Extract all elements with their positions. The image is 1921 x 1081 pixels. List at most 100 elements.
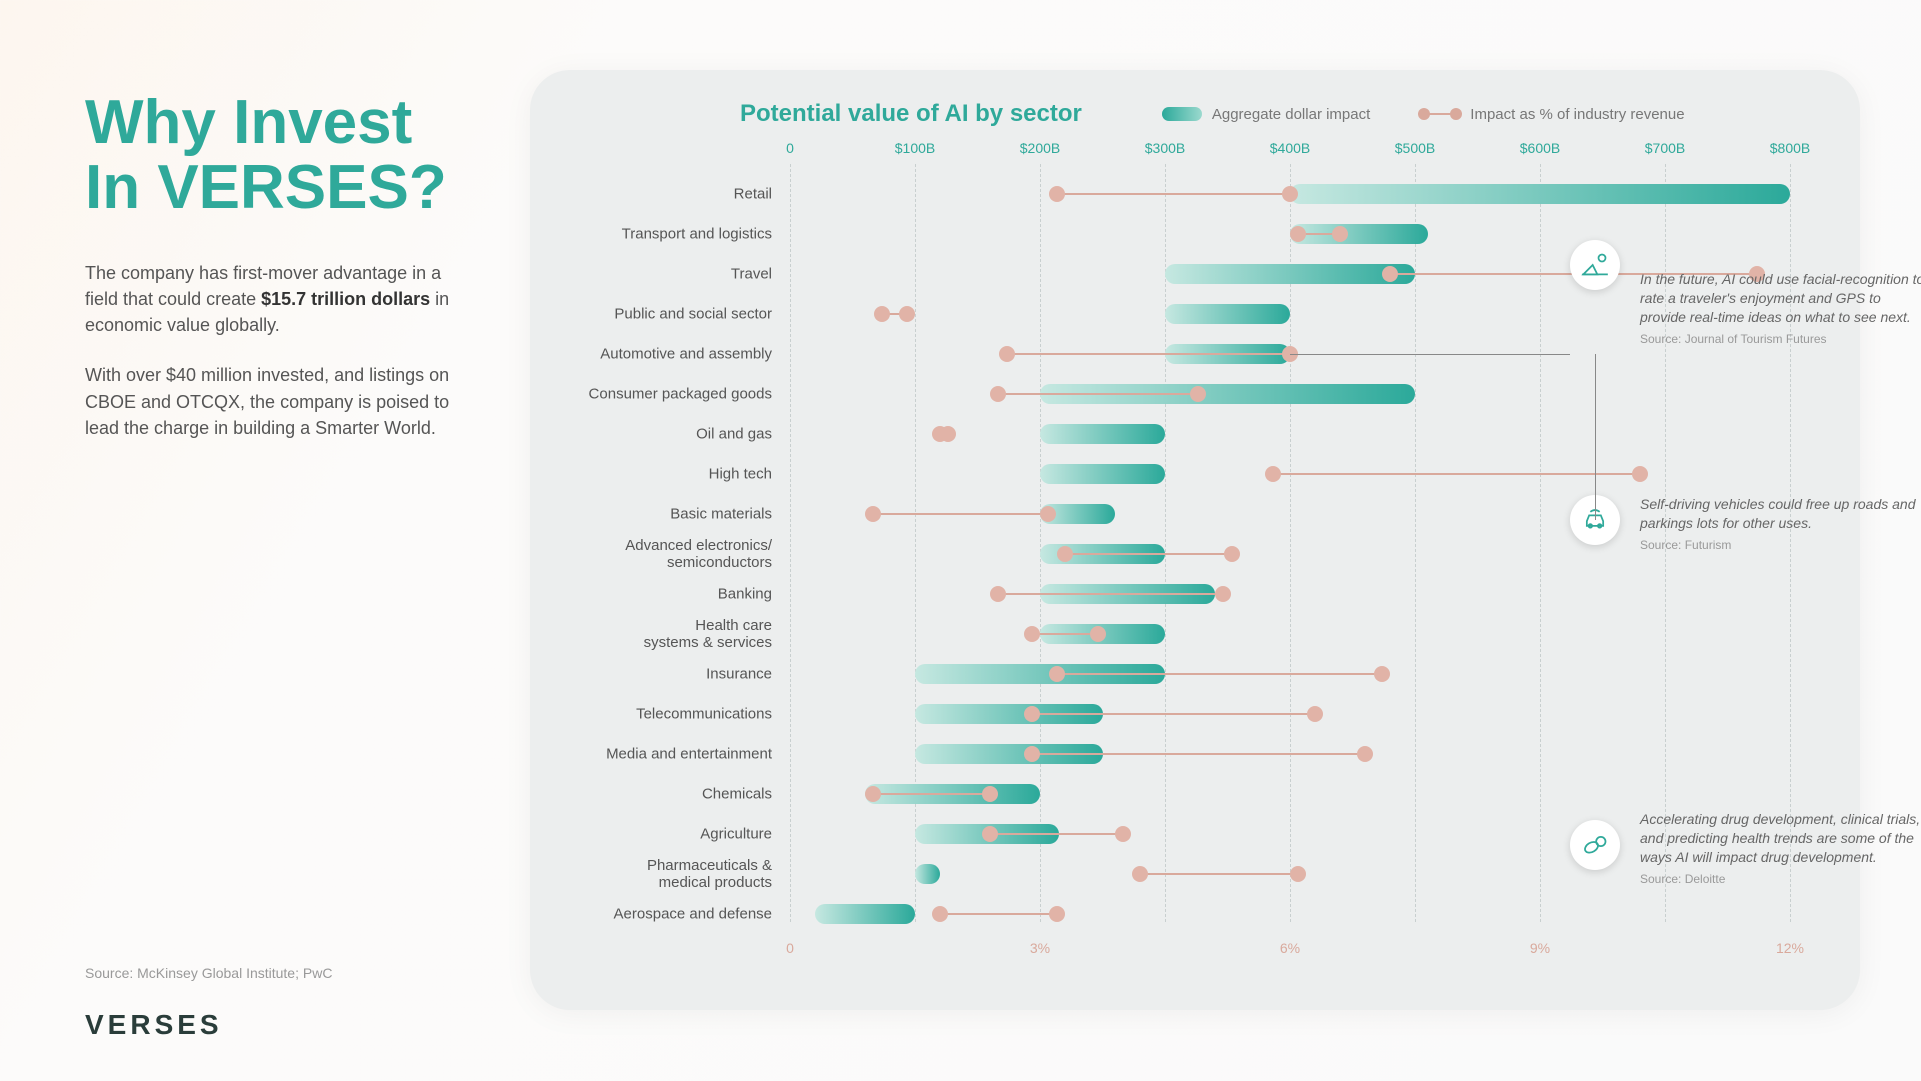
pct-dot-lo [865, 506, 881, 522]
chart-row: Media and entertainment [790, 734, 1790, 774]
pct-line [1065, 553, 1232, 555]
bottom-source: Source: McKinsey Global Institute; PwC [85, 965, 332, 981]
pct-line [873, 513, 1048, 515]
intro-para-2: With over $40 million invested, and list… [85, 362, 475, 440]
top-axis-tick: $600B [1520, 140, 1560, 156]
pct-dot-hi [1115, 826, 1131, 842]
callout-car-text: Self-driving vehicles could free up road… [1640, 495, 1921, 533]
top-axis-tick: $400B [1270, 140, 1310, 156]
pct-dot-lo [865, 786, 881, 802]
pct-line [1007, 353, 1290, 355]
dollar-bar [1165, 264, 1415, 284]
callout-travel: In the future, AI could use facial-recog… [1640, 270, 1921, 347]
pct-line [940, 913, 1057, 915]
chart-plot: 0$100B$200B$300B$400B$500B$600B$700B$800… [790, 140, 1790, 960]
chart-row: Oil and gas [790, 414, 1790, 454]
dollar-bar [1040, 424, 1165, 444]
pct-dot-hi [1374, 666, 1390, 682]
pct-dot-lo [874, 306, 890, 322]
pct-dot-lo [1049, 186, 1065, 202]
chart-card: Potential value of AI by sector Aggregat… [530, 70, 1860, 1010]
pct-dot-lo [1290, 226, 1306, 242]
pct-dot-lo [1132, 866, 1148, 882]
row-label: Travel [572, 265, 772, 282]
bottom-axis-tick: 6% [1280, 940, 1300, 956]
intro-para-1: The company has first-mover advantage in… [85, 260, 475, 338]
pct-dot-hi [1307, 706, 1323, 722]
row-label: Advanced electronics/semiconductors [572, 537, 772, 572]
pct-dot-lo [1024, 746, 1040, 762]
pct-dot-lo [982, 826, 998, 842]
row-label: Consumer packaged goods [572, 385, 772, 402]
top-axis-tick: $700B [1645, 140, 1685, 156]
row-label: Telecommunications [572, 705, 772, 722]
dollar-bar [1165, 304, 1290, 324]
pct-dot-lo [1024, 706, 1040, 722]
top-axis-tick: $500B [1395, 140, 1435, 156]
dollar-bar [1290, 184, 1790, 204]
pct-dot-hi [1224, 546, 1240, 562]
row-label: Oil and gas [572, 425, 772, 442]
top-axis-tick: $800B [1770, 140, 1810, 156]
pct-line [1057, 673, 1382, 675]
bottom-axis-tick: 12% [1776, 940, 1804, 956]
callout-pill-src: Source: Deloitte [1640, 871, 1921, 887]
para1-bold: $15.7 trillion dollars [261, 289, 430, 309]
pct-line [873, 793, 990, 795]
legend-dollar: Aggregate dollar impact [1162, 106, 1370, 123]
top-axis-tick: $100B [895, 140, 935, 156]
legend-pct: Impact as % of industry revenue [1420, 106, 1684, 123]
chart-row: Consumer packaged goods [790, 374, 1790, 414]
pct-dot-hi [1282, 186, 1298, 202]
pct-line [1273, 473, 1640, 475]
pct-dot-hi [1332, 226, 1348, 242]
row-label: Health caresystems & services [572, 617, 772, 652]
logo: VERSES [85, 1009, 223, 1041]
row-label: Transport and logistics [572, 225, 772, 242]
pct-line [1032, 633, 1099, 635]
chart-legend: Aggregate dollar impact Impact as % of i… [1162, 106, 1685, 123]
pct-dot-lo [1049, 666, 1065, 682]
chart-row: Transport and logistics [790, 214, 1790, 254]
dollar-bar [815, 904, 915, 924]
pct-line [1032, 753, 1365, 755]
dollar-bar [1040, 464, 1165, 484]
pct-dot-lo [990, 386, 1006, 402]
pct-dot-lo [990, 586, 1006, 602]
pct-dot-lo [932, 906, 948, 922]
pct-dot-hi [1049, 906, 1065, 922]
row-label: Insurance [572, 665, 772, 682]
travel-icon [1570, 240, 1620, 290]
row-label: Public and social sector [572, 305, 772, 322]
row-label: Pharmaceuticals &medical products [572, 857, 772, 892]
bottom-axis-tick: 3% [1030, 940, 1050, 956]
row-label: Automotive and assembly [572, 345, 772, 362]
pct-dot-lo [1057, 546, 1073, 562]
callout-car-src: Source: Futurism [1640, 537, 1921, 553]
pct-dot-hi [1357, 746, 1373, 762]
top-axis-tick: 0 [786, 140, 794, 156]
pct-dot-hi [1290, 866, 1306, 882]
page-title: Why Invest In VERSES? [85, 90, 475, 220]
pct-dot-hi [1090, 626, 1106, 642]
chart-row: Banking [790, 574, 1790, 614]
pct-dot-hi [1215, 586, 1231, 602]
row-label: Basic materials [572, 505, 772, 522]
bottom-axis: 03%6%9%12% [790, 940, 1790, 960]
row-label: Chemicals [572, 785, 772, 802]
chart-row: Chemicals [790, 774, 1790, 814]
legend-pill-icon [1162, 107, 1202, 121]
pct-dot-lo [1382, 266, 1398, 282]
chart-row: Retail [790, 174, 1790, 214]
pct-dot-lo [1265, 466, 1281, 482]
pct-dot-lo [1024, 626, 1040, 642]
chart-row: Insurance [790, 654, 1790, 694]
pct-line [1140, 873, 1298, 875]
row-label: High tech [572, 465, 772, 482]
chart-row: Health caresystems & services [790, 614, 1790, 654]
dollar-bar [915, 864, 940, 884]
callout-car-line [1290, 354, 1570, 355]
pct-dot-lo [999, 346, 1015, 362]
top-axis-tick: $300B [1145, 140, 1185, 156]
row-label: Agriculture [572, 825, 772, 842]
